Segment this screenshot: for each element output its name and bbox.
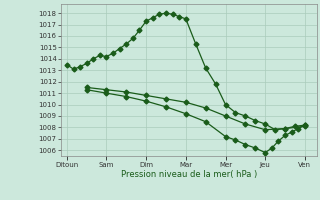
- X-axis label: Pression niveau de la mer( hPa ): Pression niveau de la mer( hPa ): [121, 170, 257, 179]
